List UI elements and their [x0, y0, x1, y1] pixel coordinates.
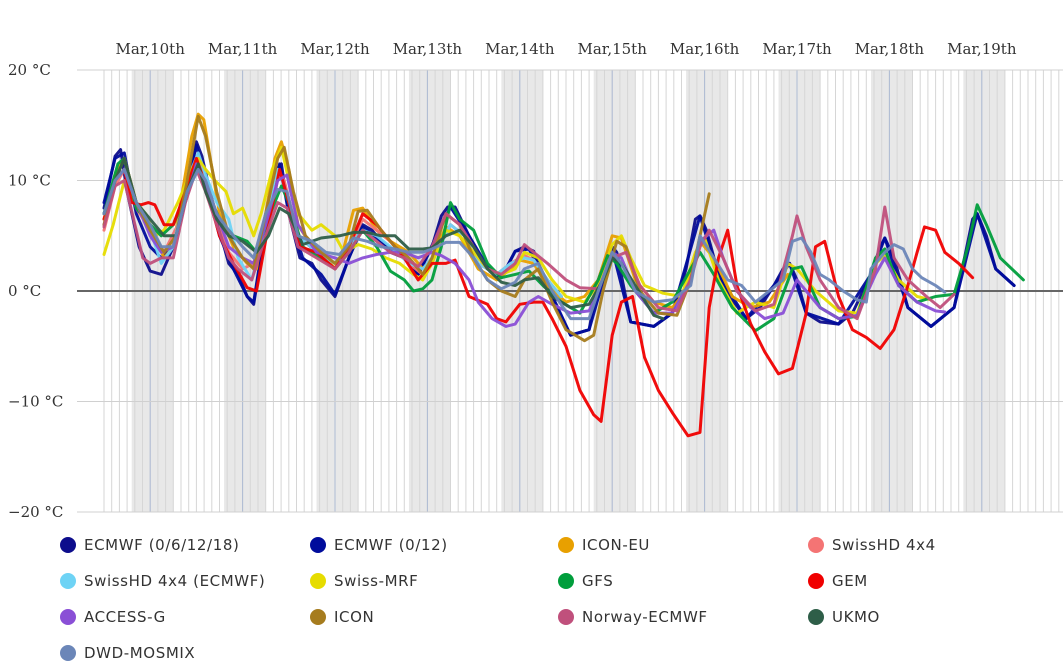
series-line: [102, 167, 947, 321]
legend-item[interactable]: SwissHD 4x4: [808, 533, 936, 557]
x-axis-day-labels: Mar,10th Mar,11th Mar,12th Mar,13th Mar,14th…: [116, 40, 1017, 58]
legend-label: GFS: [582, 572, 614, 590]
legend-swatch: [60, 645, 76, 661]
legend-item[interactable]: Swiss-MRF: [310, 569, 418, 593]
x-tick-label: Mar,11th: [208, 40, 278, 58]
legend-swatch: [558, 573, 574, 589]
legend-item[interactable]: GFS: [558, 569, 613, 593]
legend-item[interactable]: ICON: [310, 605, 374, 629]
legend-swatch: [558, 537, 574, 553]
x-tick-label: Mar,13th: [393, 40, 463, 58]
legend-item[interactable]: GEM: [808, 569, 868, 593]
legend-label: GEM: [832, 572, 868, 590]
legend-swatch: [60, 573, 76, 589]
legend-item[interactable]: ECMWF (0/12): [310, 533, 448, 557]
legend-label: SwissHD 4x4 (ECMWF): [84, 572, 266, 590]
y-tick-label: −10 °C: [8, 393, 63, 411]
forecast-chart: Mar,10th Mar,11th Mar,12th Mar,13th Mar,14th…: [8, 40, 1063, 521]
legend-label: ICON: [334, 608, 375, 626]
x-tick-label: Mar,18th: [855, 40, 925, 58]
series-line: [102, 114, 711, 343]
legend-label: SwissHD 4x4: [832, 536, 936, 554]
y-tick-label: 0 °C: [8, 282, 41, 300]
x-tick-label: Mar,16th: [670, 40, 740, 58]
legend-label: ECMWF (0/12): [334, 536, 448, 554]
x-tick-label: Mar,19th: [947, 40, 1017, 58]
legend-item[interactable]: ICON-EU: [558, 533, 650, 557]
y-tick-label: −20 °C: [8, 503, 63, 521]
legend-item[interactable]: UKMO: [808, 605, 880, 629]
legend-swatch: [808, 609, 824, 625]
legend-label: ICON-EU: [582, 536, 650, 554]
legend-label: ECMWF (0/6/12/18): [84, 536, 240, 554]
legend-swatch: [808, 573, 824, 589]
y-axis-labels: 20 °C 10 °C 0 °C −10 °C −20 °C: [8, 61, 63, 521]
x-tick-label: Mar,12th: [300, 40, 370, 58]
x-tick-label: Mar,14th: [485, 40, 555, 58]
legend-swatch: [808, 537, 824, 553]
legend-swatch: [310, 609, 326, 625]
legend-label: DWD-MOSMIX: [84, 644, 196, 662]
major-gridlines: [77, 69, 1063, 513]
legend-item[interactable]: SwissHD 4x4 (ECMWF): [60, 569, 265, 593]
legend-item[interactable]: DWD-MOSMIX: [60, 641, 195, 665]
x-tick-label: Mar,15th: [578, 40, 648, 58]
legend-swatch: [310, 573, 326, 589]
legend-item[interactable]: ECMWF (0/6/12/18): [60, 533, 239, 557]
x-tick-label: Mar,17th: [762, 40, 832, 58]
forecast-series-lines: [102, 112, 1025, 438]
x-tick-label: Mar,10th: [116, 40, 186, 58]
legend-swatch: [558, 609, 574, 625]
legend-swatch: [60, 609, 76, 625]
legend-label: Swiss-MRF: [334, 572, 419, 590]
legend-swatch: [60, 537, 76, 553]
series-line: [102, 162, 947, 328]
y-tick-label: 10 °C: [8, 172, 51, 190]
legend-label: Norway-ECMWF: [582, 608, 708, 626]
legend-label: ACCESS-G: [84, 608, 166, 626]
legend-item[interactable]: Norway-ECMWF: [558, 605, 708, 629]
legend-item[interactable]: ACCESS-G: [60, 605, 166, 629]
legend-swatch: [310, 537, 326, 553]
legend-label: UKMO: [832, 608, 880, 626]
y-tick-label: 20 °C: [8, 61, 51, 79]
